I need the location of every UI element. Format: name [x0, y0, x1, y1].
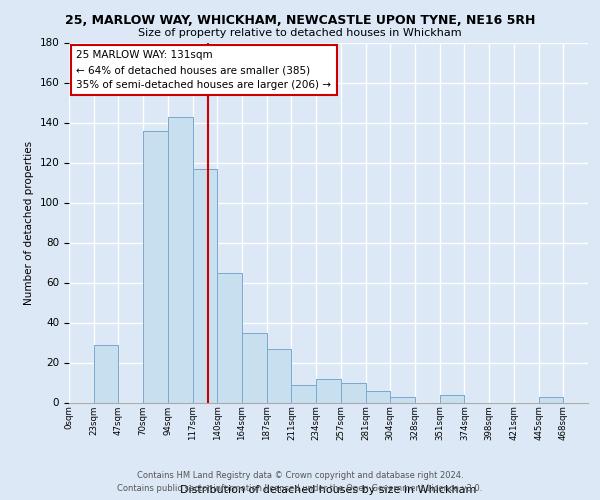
Bar — [316, 378, 341, 402]
Bar — [242, 332, 267, 402]
Bar — [193, 168, 217, 402]
Bar — [539, 396, 563, 402]
Text: 25 MARLOW WAY: 131sqm
← 64% of detached houses are smaller (385)
35% of semi-det: 25 MARLOW WAY: 131sqm ← 64% of detached … — [76, 50, 331, 90]
Bar — [341, 382, 365, 402]
Bar — [365, 390, 390, 402]
Y-axis label: Number of detached properties: Number of detached properties — [24, 140, 34, 304]
Text: Contains HM Land Registry data © Crown copyright and database right 2024.: Contains HM Land Registry data © Crown c… — [137, 470, 463, 480]
Text: 25, MARLOW WAY, WHICKHAM, NEWCASTLE UPON TYNE, NE16 5RH: 25, MARLOW WAY, WHICKHAM, NEWCASTLE UPON… — [65, 14, 535, 27]
Bar — [143, 130, 168, 402]
Bar — [267, 348, 292, 403]
X-axis label: Distribution of detached houses by size in Whickham: Distribution of detached houses by size … — [181, 484, 476, 494]
Text: Contains public sector information licensed under the Open Government Licence v3: Contains public sector information licen… — [118, 484, 482, 493]
Bar — [440, 394, 464, 402]
Bar — [94, 344, 118, 403]
Bar — [217, 272, 242, 402]
Text: Size of property relative to detached houses in Whickham: Size of property relative to detached ho… — [138, 28, 462, 38]
Bar — [168, 116, 193, 403]
Bar — [292, 384, 316, 402]
Bar — [390, 396, 415, 402]
